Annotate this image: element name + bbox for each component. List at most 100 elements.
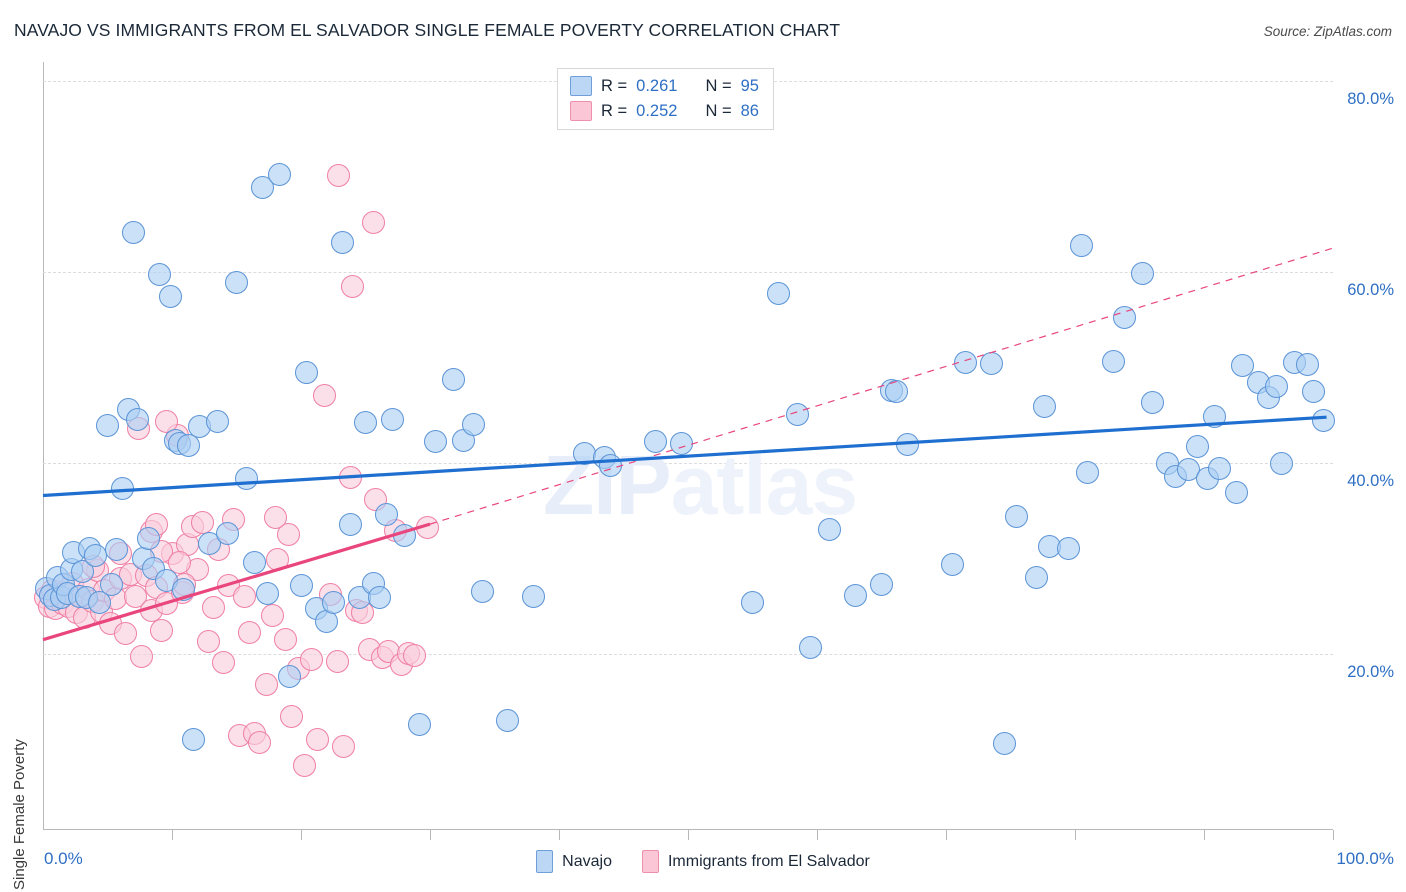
data-point bbox=[423, 430, 447, 454]
data-point bbox=[276, 523, 300, 547]
data-point bbox=[121, 221, 145, 245]
data-point bbox=[1076, 461, 1100, 485]
x-tick-80 bbox=[1075, 830, 1076, 840]
x-tick-10 bbox=[172, 830, 173, 840]
y-tick-label-80: 80.0% bbox=[1347, 90, 1394, 108]
data-point bbox=[294, 360, 318, 384]
gridline-40 bbox=[43, 463, 1333, 464]
x-axis-min-label: 0.0% bbox=[44, 849, 83, 868]
x-axis-line bbox=[43, 829, 1333, 830]
legend-item-navajo[interactable]: Navajo bbox=[536, 850, 612, 873]
data-point bbox=[361, 210, 385, 234]
x-tick-100 bbox=[1333, 830, 1334, 840]
data-point bbox=[1312, 408, 1336, 432]
stat-n-label-el-salvador: N = bbox=[705, 101, 732, 120]
stat-n-label-navajo: N = bbox=[705, 76, 732, 95]
data-point bbox=[940, 552, 964, 576]
y-axis-title-wrap: Single Female Poverty bbox=[11, 560, 34, 890]
data-point bbox=[1269, 451, 1293, 475]
x-tick-20 bbox=[301, 830, 302, 840]
data-point bbox=[280, 704, 304, 728]
data-point bbox=[644, 429, 668, 453]
data-point bbox=[354, 411, 377, 435]
gridline-20 bbox=[43, 654, 1333, 655]
data-point bbox=[255, 582, 279, 606]
data-point bbox=[232, 585, 256, 609]
data-point bbox=[326, 164, 350, 188]
data-point bbox=[1202, 404, 1226, 428]
data-point bbox=[274, 628, 298, 652]
data-point bbox=[1112, 306, 1136, 330]
data-point bbox=[1295, 353, 1319, 377]
data-point bbox=[992, 732, 1016, 756]
x-tick-70 bbox=[946, 830, 947, 840]
legend-swatch-el-salvador bbox=[641, 850, 659, 873]
series-legend: Navajo Immigrants from El Salvador bbox=[0, 850, 1406, 873]
data-point bbox=[403, 644, 427, 668]
stat-n-value-navajo: 95 bbox=[740, 76, 759, 95]
data-point bbox=[201, 595, 225, 619]
data-point bbox=[114, 622, 138, 646]
data-point bbox=[338, 512, 362, 536]
legend-item-el-salvador[interactable]: Immigrants from El Salvador bbox=[641, 850, 870, 873]
data-point bbox=[293, 754, 317, 778]
stat-swatch-navajo bbox=[570, 76, 592, 96]
data-point bbox=[88, 590, 112, 614]
data-point bbox=[1024, 566, 1048, 590]
legend-label-el-salvador: Immigrants from El Salvador bbox=[667, 852, 870, 870]
data-point bbox=[818, 518, 842, 542]
stat-n-value-el-salvador: 86 bbox=[740, 101, 759, 120]
trend-line bbox=[42, 415, 1327, 498]
stat-r-value-el-salvador: 0.252 bbox=[636, 101, 678, 120]
data-point bbox=[325, 650, 349, 674]
stat-row-el-salvador: R = 0.252 N = 86 bbox=[570, 101, 759, 121]
data-point bbox=[1032, 395, 1056, 419]
data-point bbox=[1005, 504, 1029, 528]
data-point bbox=[1264, 375, 1288, 399]
y-tick-label-60: 60.0% bbox=[1347, 281, 1394, 299]
data-point bbox=[408, 713, 432, 737]
stat-r-label-navajo: R = bbox=[601, 76, 628, 95]
data-point bbox=[263, 505, 287, 529]
data-point bbox=[799, 635, 823, 659]
data-point bbox=[137, 526, 161, 550]
data-point bbox=[254, 673, 278, 697]
trend-line bbox=[42, 522, 431, 642]
data-point bbox=[1069, 233, 1093, 257]
data-point bbox=[196, 630, 220, 654]
x-tick-40 bbox=[559, 830, 560, 840]
data-point bbox=[129, 645, 153, 669]
data-point bbox=[1057, 537, 1081, 561]
data-point bbox=[277, 665, 301, 689]
data-point bbox=[521, 585, 545, 609]
data-point bbox=[1231, 354, 1255, 378]
data-point bbox=[159, 285, 183, 309]
stat-row-navajo: R = 0.261 N = 95 bbox=[570, 76, 759, 96]
y-axis-line bbox=[43, 62, 44, 830]
data-point bbox=[1130, 262, 1154, 286]
data-point bbox=[225, 271, 248, 294]
data-point bbox=[495, 709, 519, 733]
data-point bbox=[786, 402, 810, 426]
data-point bbox=[1140, 391, 1164, 415]
x-tick-50 bbox=[688, 830, 689, 840]
trend-line-dashed bbox=[429, 247, 1334, 525]
data-point bbox=[766, 281, 790, 305]
data-point bbox=[368, 586, 392, 610]
stat-r-label-el-salvador: R = bbox=[601, 101, 628, 120]
stat-r-value-navajo: 0.261 bbox=[636, 76, 678, 95]
data-point bbox=[105, 538, 129, 562]
data-point bbox=[471, 580, 495, 604]
data-point bbox=[1207, 457, 1231, 481]
data-point bbox=[312, 383, 336, 407]
data-point bbox=[250, 175, 274, 199]
legend-swatch-navajo bbox=[536, 850, 554, 873]
data-point bbox=[381, 407, 405, 431]
data-point bbox=[341, 274, 365, 298]
legend-label-navajo: Navajo bbox=[562, 852, 612, 870]
data-point bbox=[147, 263, 171, 287]
correlation-stats-legend: R = 0.261 N = 95 R = 0.252 N = 86 bbox=[557, 68, 774, 130]
data-point bbox=[125, 407, 149, 431]
source-label: Source: ZipAtlas.com bbox=[1263, 24, 1392, 39]
data-point bbox=[870, 572, 893, 596]
